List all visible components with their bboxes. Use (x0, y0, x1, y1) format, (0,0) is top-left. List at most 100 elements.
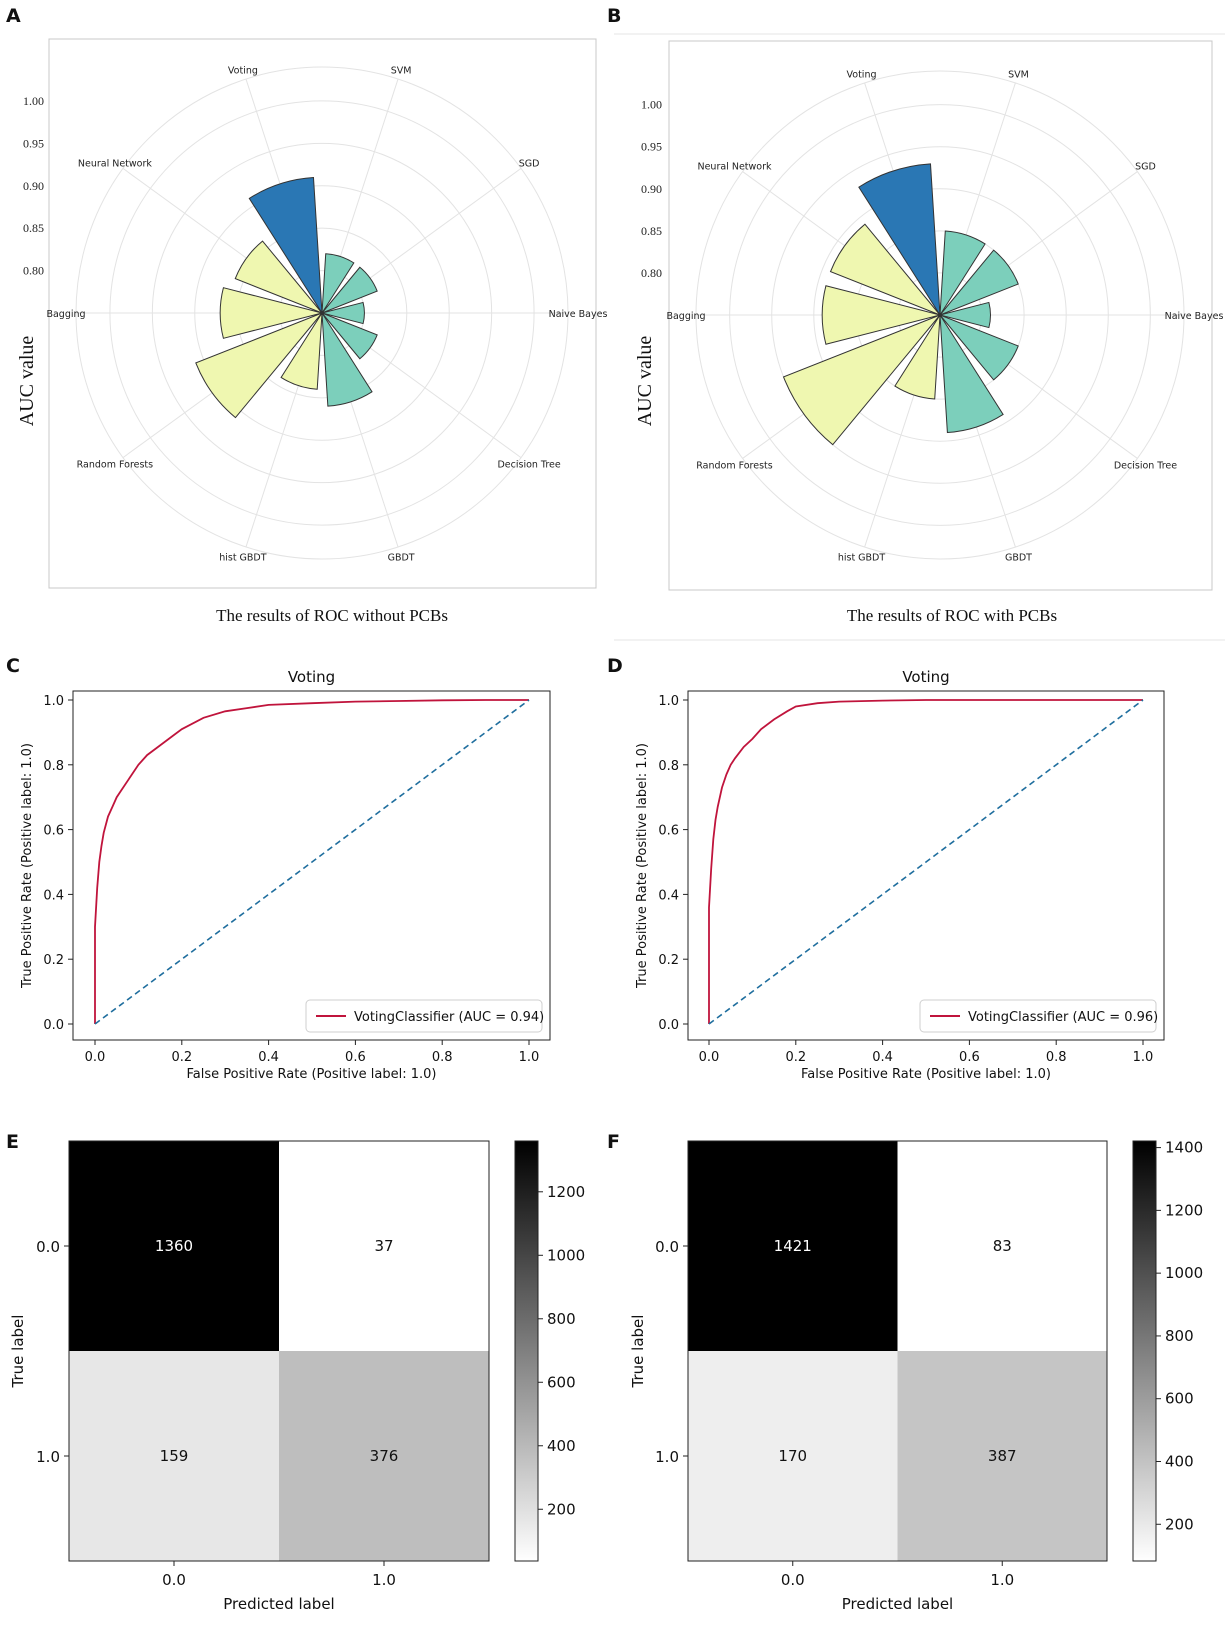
matrix-cell (69, 1351, 279, 1561)
radial-tick-label: 0.85 (23, 221, 44, 235)
plot-frame (668, 40, 1213, 591)
axis-label-x: False Positive Rate (Positive label: 1.0… (187, 1067, 437, 1082)
cell-value-label: 1421 (774, 1237, 812, 1255)
y-tick-label: 0.2 (43, 953, 64, 968)
cell-value-label: 387 (988, 1447, 1017, 1465)
colorbar (1132, 1140, 1157, 1562)
bar-wedge (195, 312, 323, 419)
plot-frame (48, 38, 597, 589)
axis-label-y: AUC value (16, 336, 38, 427)
matrix-cell (688, 1141, 898, 1351)
roc-curve (708, 699, 1143, 1024)
category-label: Naive Bayes (1165, 311, 1224, 322)
x-tick-label: 1.0 (519, 1050, 540, 1065)
bar-wedge (321, 253, 355, 314)
x-tick-label: 0.2 (785, 1050, 806, 1065)
axis-label-x: False Positive Rate (Positive label: 1.0… (801, 1067, 1051, 1082)
category-label: Naive Bayes (549, 309, 608, 320)
plot-frame (687, 690, 1165, 1041)
bar-wedge (782, 314, 941, 446)
x-tick-label: 1.0 (990, 1571, 1014, 1589)
x-tick-label: 1.0 (372, 1571, 396, 1589)
cell-value-label: 376 (370, 1447, 399, 1465)
matrix-cell (69, 1141, 279, 1351)
bar-wedge (939, 301, 991, 329)
legend-box (305, 999, 543, 1033)
y-tick-label: 0.0 (43, 1018, 64, 1033)
colorbar-tick-label: 1200 (547, 1183, 585, 1201)
category-label: SVM (391, 66, 412, 77)
panel-letter-c: C (6, 655, 20, 677)
colorbar-tick-label: 400 (1165, 1452, 1194, 1470)
confusion-matrix-e: 1360 37 159 376 0.0 1.0 0.0 1.0 Predicted label T… (9, 1140, 585, 1613)
bar-wedge (219, 287, 323, 339)
colorbar-tick-label: 800 (547, 1310, 576, 1328)
matrix-cell (279, 1351, 489, 1561)
chart-title: Voting (288, 668, 335, 686)
x-tick-label: 0.6 (345, 1050, 366, 1065)
axis-label-y: True Positive Rate (Positive label: 1.0) (635, 743, 650, 989)
category-label: SVM (1008, 69, 1029, 80)
panel-letter-e: E (6, 1131, 19, 1153)
confusion-matrix-f: 1421 83 170 387 0.0 1.0 0.0 1.0 Predicted label T… (629, 1139, 1203, 1613)
category-label: Voting (847, 69, 877, 80)
category-label: Bagging (46, 309, 85, 320)
colorbar-tick-label: 1000 (547, 1246, 585, 1264)
x-tick-label: 0.0 (85, 1050, 106, 1065)
bar-wedge (321, 301, 365, 325)
bar-wedge (939, 249, 1019, 316)
panel-letter-d: D (607, 655, 623, 677)
colorbar-tick-label: 800 (1165, 1327, 1194, 1345)
y-tick-label: 0.8 (658, 759, 679, 774)
colorbar-tick-label: 200 (1165, 1515, 1194, 1533)
colorbar-tick-label: 200 (547, 1500, 576, 1518)
roc-chart-c: 0.0 0.0 0.2 0.2 0.4 0.4 0.6 0.6 0.8 0.8 1.0 1.0 Voti… (20, 668, 551, 1082)
bar-wedge (821, 285, 941, 345)
roc-curve (94, 699, 529, 1024)
legend-box (919, 999, 1157, 1033)
cell-value-label: 37 (374, 1237, 393, 1255)
y-tick-label: 1.0 (658, 694, 679, 709)
category-label: Neural Network (78, 159, 153, 170)
y-tick-label: 0.0 (655, 1238, 679, 1256)
polar-chart-b: Naive Bayes SGD SVM Voting Neural Network Bag… (634, 40, 1224, 625)
category-label: Voting (228, 66, 258, 77)
category-label: Random Forests (696, 460, 773, 471)
chart-caption: The results of ROC with PCBs (847, 606, 1057, 625)
x-tick-label: 0.8 (1046, 1050, 1067, 1065)
radial-tick-label: 0.95 (641, 140, 662, 154)
category-label: SGD (519, 159, 540, 170)
colorbar-tick-label: 600 (1165, 1390, 1194, 1408)
axis-label-x: Predicted label (223, 1595, 334, 1613)
colorbar-tick-label: 600 (547, 1373, 576, 1391)
bar-wedge (939, 230, 986, 316)
bar-wedge (858, 163, 941, 316)
x-tick-label: 0.0 (162, 1571, 186, 1589)
radial-tick-label: 0.95 (23, 136, 44, 150)
category-label: GBDT (388, 552, 415, 563)
x-tick-label: 0.4 (872, 1050, 893, 1065)
cell-value-label: 1360 (155, 1237, 193, 1255)
bar-wedge (939, 314, 1004, 434)
cell-value-label: 159 (160, 1447, 189, 1465)
chance-line (94, 699, 530, 1025)
y-tick-label: 1.0 (655, 1448, 679, 1466)
x-tick-label: 0.4 (258, 1050, 279, 1065)
bar-wedge (248, 177, 323, 314)
radial-tick-label: 0.80 (23, 264, 44, 278)
y-tick-label: 1.0 (36, 1448, 60, 1466)
category-label: SGD (1135, 162, 1156, 173)
axis-label-y: AUC value (634, 336, 656, 427)
y-tick-label: 0.2 (658, 953, 679, 968)
chart-caption: The results of ROC without PCBs (216, 606, 448, 625)
matrix-frame (68, 1140, 490, 1562)
x-tick-label: 0.8 (432, 1050, 453, 1065)
bar-wedge (829, 223, 941, 316)
chance-line (708, 699, 1144, 1025)
bar-wedge (939, 314, 1019, 381)
y-tick-label: 1.0 (43, 694, 64, 709)
cell-value-label: 83 (993, 1237, 1012, 1255)
radial-tick-label: 0.90 (23, 179, 44, 193)
roc-chart-d: 0.0 0.0 0.2 0.2 0.4 0.4 0.6 0.6 0.8 0.8 1.0 1.0 Voti… (635, 668, 1165, 1082)
bar-wedge (234, 240, 323, 314)
